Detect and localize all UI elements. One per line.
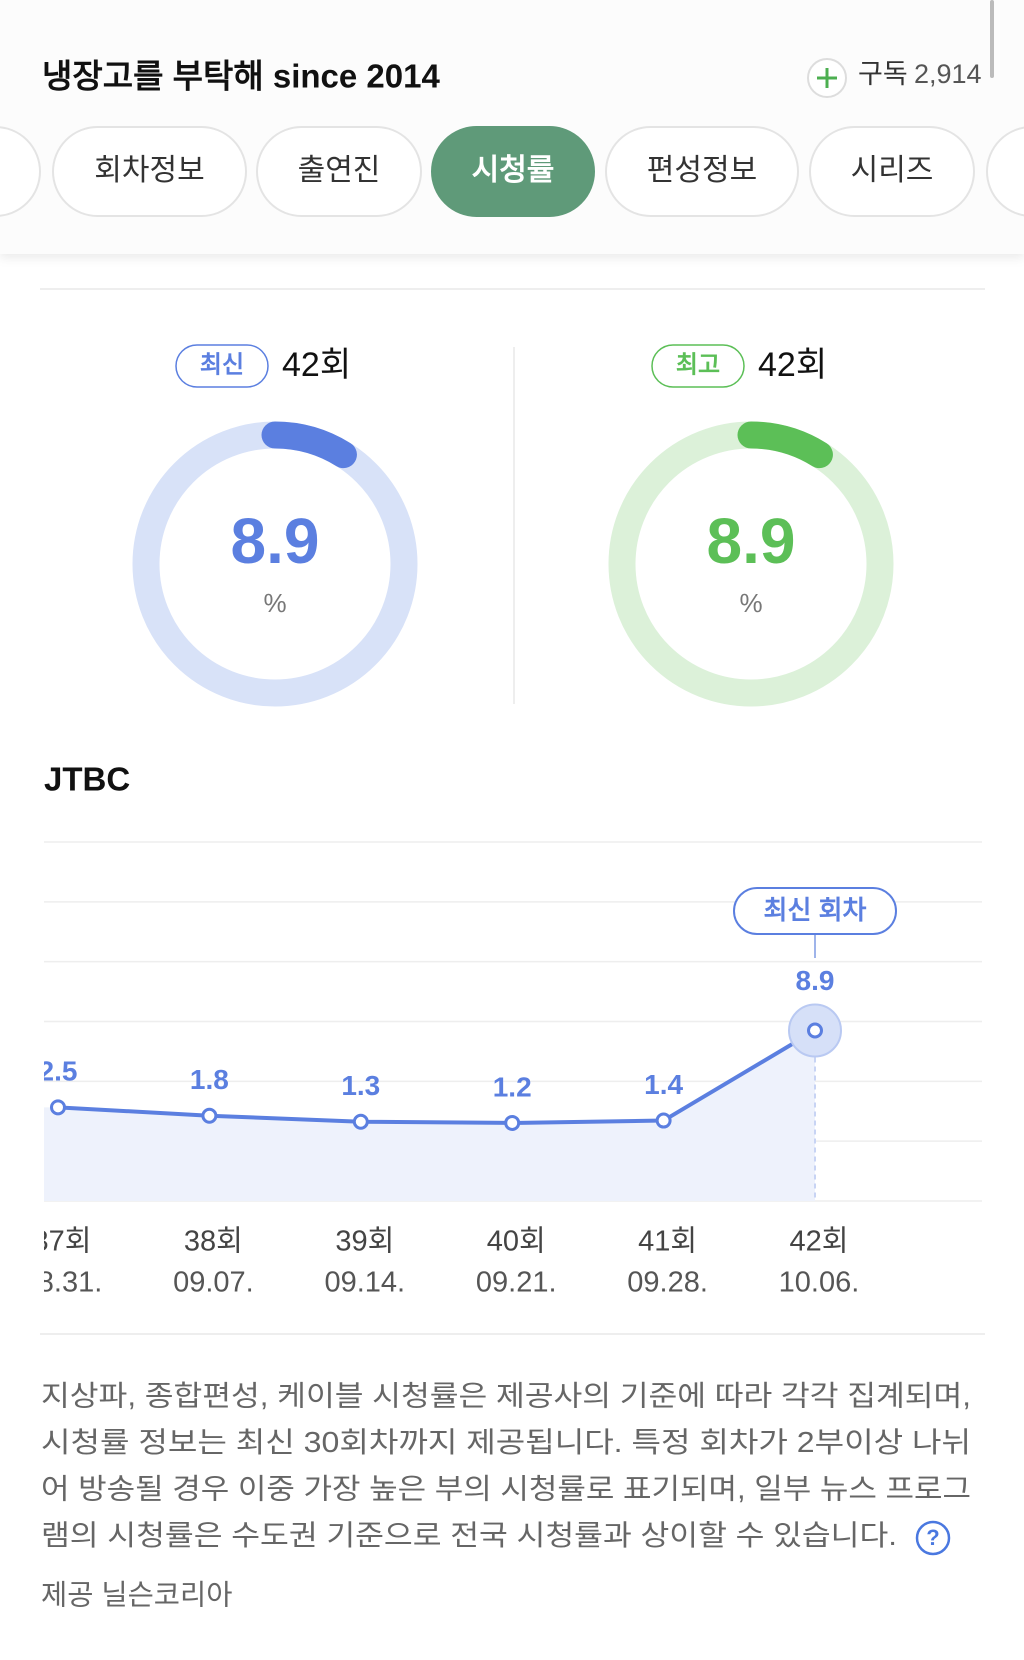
- x-tick-label: 38회: [184, 1225, 243, 1258]
- x-tick-label: 37회: [33, 1225, 92, 1258]
- x-tick-label: 39회: [335, 1225, 394, 1258]
- tab[interactable]: [256, 126, 422, 217]
- tab-label: 시리즈: [851, 154, 934, 187]
- source: 제공 닐슨코리아: [41, 1580, 232, 1612]
- tab[interactable]: [605, 126, 799, 217]
- notice-line: 어 방송될 경우 이중 가장 높은 부의 시청률로 표기되며, 일부 뉴스 프로…: [41, 1474, 971, 1506]
- notice-line: 시청률 정보는 최신 30회차까지 제공됩니다. 특정 회차가 2부이상 나뉘: [41, 1427, 971, 1459]
- x-date-label: 09.07.: [173, 1267, 254, 1299]
- x-tick-label: 42회: [790, 1225, 849, 1258]
- tab-label: 출연진: [298, 154, 381, 187]
- gauge-arc: [261, 421, 357, 469]
- rating-unit: %: [739, 588, 762, 618]
- gauge-arc: [737, 421, 833, 469]
- help-icon[interactable]: [915, 1520, 951, 1556]
- tab[interactable]: [431, 126, 595, 217]
- line: [57, 1028, 817, 1125]
- x-tick-label: 40회: [487, 1225, 546, 1258]
- tab[interactable]: [52, 126, 247, 217]
- value-label: 1.4: [644, 1069, 683, 1100]
- tab-label: 편성정보: [647, 154, 757, 187]
- rating-summary: 최신 42회 8.9% 최고 42회 8.9%: [132, 344, 894, 707]
- value-label: 1.8: [190, 1064, 229, 1095]
- x-date-label: 09.28.: [627, 1267, 708, 1299]
- rating-unit: %: [263, 588, 286, 618]
- tab-partial[interactable]: [986, 126, 1024, 217]
- value-label: 8.9: [796, 965, 835, 996]
- point: [504, 1114, 521, 1131]
- value-label: 1.3: [341, 1070, 380, 1101]
- rating-value: 8.9: [231, 505, 320, 577]
- scrollbar: [990, 0, 994, 78]
- point: [50, 1099, 66, 1116]
- tab[interactable]: [809, 126, 975, 217]
- point: [655, 1112, 672, 1129]
- chart-title: JTBC: [44, 761, 130, 798]
- x-date-label: 09.21.: [476, 1267, 557, 1299]
- plus-icon: [817, 68, 837, 88]
- x-tick-label: 41회: [638, 1225, 697, 1258]
- tab-label: 시청률: [472, 154, 555, 187]
- program-title: 냉장고를 부탁해 since 2014: [42, 58, 440, 95]
- badge: [651, 344, 745, 388]
- tab-bar: 회차정보 출연진 시청률 편성정보 시리즈: [52, 126, 975, 217]
- episode-label: 42회: [758, 346, 827, 384]
- x-date-label: 10.06.: [779, 1267, 860, 1299]
- subscriber-count: 2,914: [914, 59, 982, 89]
- x-date-label: 08.31.: [22, 1267, 103, 1299]
- line-chart: 2.5 37회 08.31. 1.8 38회 09.07. 1.3 39회 09.14. 1.2 4…: [22, 841, 982, 1299]
- tab-partial[interactable]: [0, 126, 41, 217]
- badge-label: 최고: [676, 351, 720, 378]
- badge-label: 최신: [200, 351, 244, 378]
- point: [201, 1107, 218, 1124]
- rating-value: 8.9: [707, 505, 796, 577]
- notice-line: 램의 시청률은 수도권 기준으로 전국 시청률과 상이할 수 있습니다.: [41, 1520, 897, 1552]
- notice: 지상파, 종합편성, 케이블 시청률은 제공사의 기준에 따라 각각 집계되며,…: [41, 1381, 971, 1612]
- value-label: 2.5: [39, 1056, 78, 1087]
- plot: 2.5 37회 08.31. 1.8 38회 09.07. 1.3 39회 09.14. 1.2 4…: [22, 965, 860, 1299]
- episode-label: 42회: [282, 346, 351, 384]
- help-icon-glyph: ?: [926, 1525, 939, 1550]
- annotation: 최신 회차: [764, 895, 867, 925]
- area: [44, 1030, 815, 1201]
- x-date-label: 09.14.: [324, 1267, 405, 1299]
- point: [352, 1113, 369, 1130]
- annotation-box: [733, 887, 897, 935]
- value-label: 1.2: [493, 1071, 532, 1102]
- subscribe-label: 구독: [858, 59, 908, 89]
- point: [807, 1022, 823, 1039]
- badge: [175, 344, 269, 388]
- notice-line: 지상파, 종합편성, 케이블 시청률은 제공사의 기준에 따라 각각 집계되며,: [41, 1381, 971, 1413]
- tab-label: 회차정보: [94, 154, 204, 187]
